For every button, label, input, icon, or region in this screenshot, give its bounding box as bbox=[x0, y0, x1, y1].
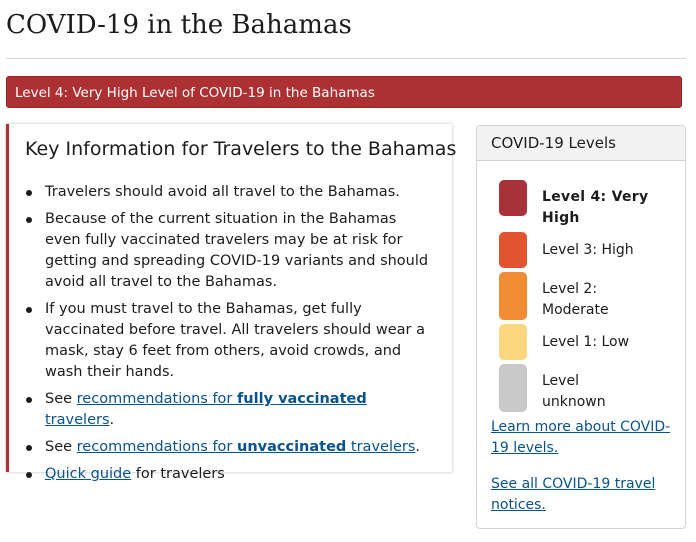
level-3-swatch bbox=[499, 232, 527, 268]
level-4-swatch bbox=[499, 180, 527, 216]
list-item: If you must travel to the Bahamas, get f… bbox=[21, 299, 436, 383]
list-item: Travelers should avoid all travel to the… bbox=[21, 182, 436, 203]
link-text: travelers bbox=[45, 412, 110, 428]
level-3-label: Level 3: High bbox=[542, 242, 634, 258]
level-4-label: Level 4: Very High bbox=[542, 189, 649, 226]
level-alert-banner: Level 4: Very High Level of COVID-19 in … bbox=[6, 76, 682, 108]
page-title: COVID-19 in the Bahamas bbox=[6, 10, 352, 40]
covid-levels-card: COVID-19 Levels Level 4: Very High Level… bbox=[476, 125, 686, 529]
fully-vaccinated-recommendations-link[interactable]: recommendations for fully vaccinated tra… bbox=[45, 391, 367, 428]
level-unknown-label: Level unknown bbox=[542, 373, 606, 410]
key-information-card: Key Information for Travelers to the Bah… bbox=[6, 124, 456, 482]
punctuation: . bbox=[415, 439, 421, 455]
level-1-swatch bbox=[499, 324, 527, 360]
list-item: Because of the current situation in the … bbox=[21, 209, 436, 293]
level-2-label: Level 2: Moderate bbox=[542, 281, 609, 318]
link-text: recommendations for bbox=[76, 391, 237, 407]
level-2-swatch bbox=[499, 272, 527, 320]
quick-guide-link[interactable]: Quick guide bbox=[45, 466, 132, 482]
covid-levels-header: COVID-19 Levels bbox=[477, 126, 685, 161]
see-prefix: See bbox=[45, 391, 77, 407]
level-1-label: Level 1: Low bbox=[542, 334, 630, 350]
punctuation: . bbox=[109, 412, 115, 428]
link-emphasis: unvaccinated bbox=[237, 439, 347, 455]
link-emphasis: fully vaccinated bbox=[237, 391, 367, 407]
list-item: See recommendations for fully vaccinated… bbox=[21, 389, 436, 431]
key-information-list: Travelers should avoid all travel to the… bbox=[21, 182, 436, 491]
list-item: See recommendations for unvaccinated tra… bbox=[21, 437, 436, 458]
title-divider bbox=[6, 58, 686, 59]
list-item: Quick guide for travelers bbox=[21, 464, 436, 485]
unvaccinated-recommendations-link[interactable]: recommendations for unvaccinated travele… bbox=[77, 439, 416, 455]
learn-more-levels-link[interactable]: Learn more about COVID-19 levels. bbox=[491, 419, 671, 456]
see-prefix: See bbox=[45, 439, 77, 455]
link-text: recommendations for bbox=[76, 439, 237, 455]
link-text: travelers bbox=[346, 439, 416, 455]
all-travel-notices-link[interactable]: See all COVID-19 travel notices. bbox=[491, 476, 656, 513]
quick-guide-suffix: for travelers bbox=[131, 466, 225, 482]
key-information-heading: Key Information for Travelers to the Bah… bbox=[25, 138, 457, 160]
level-unknown-swatch bbox=[499, 364, 527, 412]
